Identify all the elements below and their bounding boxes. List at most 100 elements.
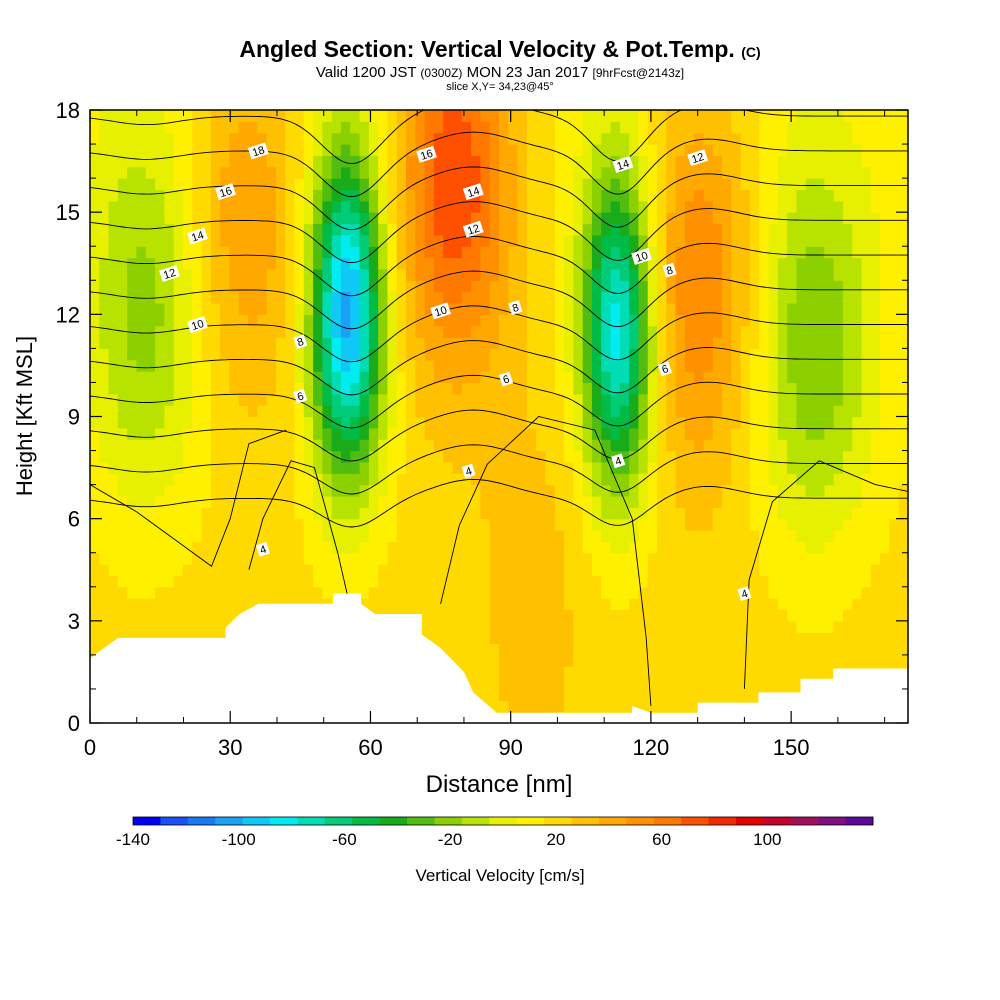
- velocity-cell: [731, 257, 742, 270]
- svg-text:8: 8: [511, 302, 521, 315]
- velocity-cell: [173, 302, 184, 315]
- velocity-cell: [526, 337, 537, 349]
- velocity-cell: [777, 302, 788, 315]
- velocity-cell: [136, 530, 147, 542]
- velocity-cell: [694, 393, 705, 406]
- velocity-cell: [870, 439, 881, 452]
- velocity-cell: [461, 291, 472, 304]
- velocity-cell: [666, 439, 677, 452]
- velocity-cell: [852, 189, 863, 202]
- svg-text:14: 14: [466, 185, 481, 200]
- contour-label: 14: [187, 227, 208, 245]
- velocity-cell: [666, 609, 677, 622]
- velocity-cell: [573, 337, 584, 349]
- velocity-cell: [303, 564, 314, 577]
- velocity-cell: [675, 337, 686, 349]
- velocity-cell: [396, 291, 407, 304]
- velocity-cell: [433, 189, 444, 202]
- velocity-cell: [684, 291, 695, 304]
- velocity-cell: [461, 110, 472, 122]
- velocity-cell: [424, 405, 435, 418]
- velocity-cell: [173, 416, 184, 429]
- velocity-cell: [526, 246, 537, 259]
- velocity-cell: [499, 337, 509, 349]
- velocity-cell: [201, 348, 212, 361]
- velocity-cell: [378, 268, 389, 281]
- velocity-cell: [90, 314, 100, 327]
- velocity-cell: [499, 439, 509, 452]
- velocity-cell: [545, 291, 556, 304]
- velocity-cell: [266, 586, 277, 599]
- velocity-cell: [90, 166, 100, 179]
- velocity-cell: [220, 484, 231, 497]
- velocity-cell: [461, 348, 472, 361]
- velocity-cell: [257, 337, 268, 349]
- velocity-cell: [517, 291, 528, 304]
- velocity-cell: [694, 654, 705, 667]
- velocity-cell: [824, 586, 835, 599]
- velocity-cell: [471, 427, 482, 440]
- velocity-cell: [657, 484, 667, 497]
- velocity-cell: [582, 620, 593, 633]
- velocity-cell: [155, 461, 165, 474]
- velocity-cell: [694, 382, 705, 395]
- velocity-cell: [313, 121, 323, 134]
- velocity-cell: [108, 200, 119, 213]
- velocity-cell: [545, 495, 556, 508]
- velocity-cell: [489, 166, 500, 179]
- velocity-cell: [591, 530, 602, 542]
- velocity-cell: [805, 666, 816, 679]
- velocity-cell: [759, 643, 770, 656]
- velocity-cell: [517, 700, 528, 713]
- velocity-cell: [833, 166, 844, 179]
- velocity-cell: [192, 110, 203, 122]
- velocity-cell: [759, 666, 770, 679]
- velocity-cell: [508, 586, 519, 599]
- velocity-cell: [359, 382, 370, 395]
- velocity-cell: [108, 325, 119, 338]
- velocity-cell: [145, 166, 156, 179]
- velocity-cell: [117, 405, 128, 418]
- velocity-cell: [340, 405, 351, 418]
- velocity-cell: [220, 461, 231, 474]
- velocity-cell: [136, 416, 147, 429]
- velocity-cell: [201, 223, 212, 236]
- velocity-cell: [378, 110, 389, 122]
- velocity-cell: [768, 620, 779, 633]
- velocity-cell: [368, 359, 379, 372]
- velocity-cell: [499, 144, 509, 157]
- velocity-cell: [675, 382, 686, 395]
- velocity-cell: [359, 416, 370, 429]
- velocity-cell: [164, 382, 175, 395]
- velocity-cell: [499, 609, 509, 622]
- contour-label: 6: [657, 361, 672, 376]
- velocity-cell: [722, 121, 732, 134]
- velocity-cell: [396, 166, 407, 179]
- velocity-cell: [368, 234, 379, 247]
- velocity-cell: [424, 439, 435, 452]
- velocity-cell: [703, 461, 714, 474]
- velocity-cell: [573, 234, 584, 247]
- velocity-cell: [257, 439, 268, 452]
- velocity-cell: [787, 257, 798, 270]
- velocity-cell: [889, 144, 900, 157]
- velocity-cell: [471, 178, 482, 191]
- velocity-cell: [684, 234, 695, 247]
- velocity-cell: [842, 427, 853, 440]
- velocity-cell: [415, 325, 426, 338]
- velocity-cell: [582, 393, 593, 406]
- velocity-cell: [99, 189, 110, 202]
- velocity-cell: [889, 178, 900, 191]
- velocity-cell: [880, 609, 891, 622]
- velocity-cell: [508, 552, 519, 565]
- velocity-cell: [610, 166, 621, 179]
- velocity-cell: [564, 155, 574, 168]
- velocity-cell: [164, 257, 175, 270]
- velocity-cell: [108, 212, 119, 225]
- velocity-cell: [740, 598, 751, 611]
- velocity-cell: [406, 291, 416, 304]
- velocity-cell: [619, 268, 630, 281]
- velocity-cell: [396, 314, 407, 327]
- velocity-cell: [489, 575, 500, 588]
- velocity-cell: [182, 291, 193, 304]
